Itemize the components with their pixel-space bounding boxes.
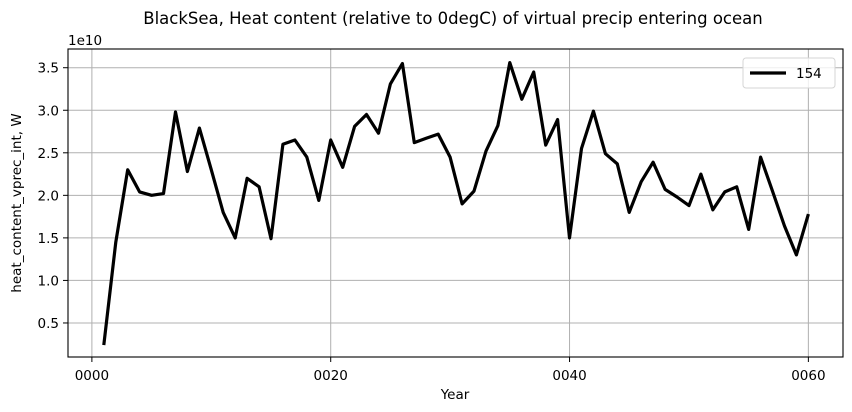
y-tick-label: 3.0 <box>38 103 59 119</box>
y-tick-label: 3.5 <box>38 61 59 77</box>
y-axis-label: heat_content_vprec_int, W <box>9 113 25 292</box>
x-tick-label: 0000 <box>75 368 109 384</box>
y-tick-label: 0.5 <box>38 316 59 332</box>
x-tick-label: 0020 <box>314 368 348 384</box>
chart-title: BlackSea, Heat content (relative to 0deg… <box>143 9 762 28</box>
y-axis-offset-label: 1e10 <box>68 33 102 49</box>
y-tick-label: 1.0 <box>38 273 59 289</box>
y-axis-ticks: 0.5 1.0 1.5 2.0 2.5 3.0 3.5 <box>38 61 68 332</box>
y-tick-label: 1.5 <box>38 231 59 247</box>
plot-area-frame <box>67 48 844 358</box>
series-line-154 <box>102 61 810 346</box>
x-axis-label: Year <box>440 387 470 403</box>
legend-box <box>742 57 836 89</box>
legend: 154 <box>742 57 836 89</box>
y-tick-label: 2.0 <box>38 188 59 204</box>
grid-lines <box>68 49 843 357</box>
x-tick-label: 0040 <box>552 368 586 384</box>
x-tick-label: 0060 <box>791 368 825 384</box>
legend-entry-label: 154 <box>796 66 822 82</box>
y-tick-label: 2.5 <box>38 146 59 162</box>
x-axis-ticks: 0000 0020 0040 0060 <box>75 357 826 384</box>
